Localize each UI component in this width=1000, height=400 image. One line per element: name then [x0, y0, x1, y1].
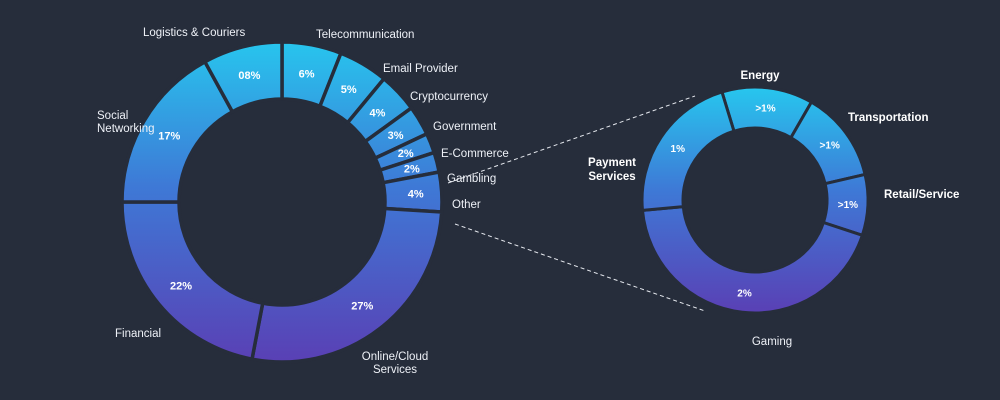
connector-line-bottom [454, 223, 706, 312]
category-label-retail-service: Retail/Service [884, 189, 959, 201]
pct-label-logistics-couriers: 08% [238, 70, 260, 82]
category-label-social-networking: Social Networking [97, 110, 155, 135]
pct-label-retail-service: >1% [838, 200, 858, 211]
category-label-online-cloud-services: Online/Cloud Services [362, 351, 428, 376]
connector-lines [447, 95, 706, 312]
pct-label-transportation: >1% [820, 141, 840, 152]
slice-payment-services [640, 90, 736, 212]
pct-label-financial: 22% [170, 281, 192, 293]
pct-label-other: 4% [408, 189, 424, 201]
category-label-logistics-couriers: Logistics & Couriers [143, 27, 246, 39]
pct-label-government: 3% [388, 130, 404, 142]
pct-label-payment-services: 1% [671, 144, 686, 155]
pct-label-cryptocurrency: 4% [370, 107, 386, 119]
category-label-government: Government [433, 121, 497, 133]
pct-label-social-networking: 17% [158, 130, 180, 142]
slice-gaming [640, 205, 864, 315]
category-label-e-commerce: E-Commerce [441, 148, 509, 160]
category-label-financial: Financial [115, 328, 161, 340]
category-label-gambling: Gambling [447, 173, 496, 185]
slice-logistics-couriers [203, 40, 284, 114]
category-label-energy: Energy [741, 70, 781, 82]
slice-online-cloud-services [250, 206, 444, 364]
pct-label-gaming: 2% [737, 288, 752, 299]
pct-label-email-provider: 5% [341, 84, 357, 96]
pct-label-gambling: 2% [404, 164, 420, 176]
pct-label-online-cloud-services: 27% [351, 301, 373, 313]
category-label-cryptocurrency: Cryptocurrency [410, 91, 488, 103]
category-label-payment-services: Payment Services [588, 157, 636, 183]
pct-label-telecommunication: 6% [299, 68, 315, 80]
chart-labels: 6%5%4%3%2%2%4%27%22%17%08%Telecommunicat… [97, 27, 959, 376]
main-donut [120, 40, 444, 364]
pct-label-energy: >1% [755, 104, 775, 115]
category-label-telecommunication: Telecommunication [316, 29, 414, 41]
pct-label-e-commerce: 2% [398, 148, 414, 160]
secondary-donut [640, 85, 870, 315]
category-label-gaming: Gaming [752, 336, 792, 348]
category-label-other: Other [452, 199, 481, 211]
category-label-email-provider: Email Provider [383, 63, 458, 75]
category-label-transportation: Transportation [848, 112, 929, 124]
connector-line-top [447, 95, 696, 184]
